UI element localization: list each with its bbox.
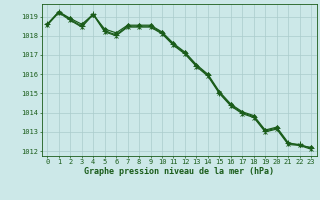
X-axis label: Graphe pression niveau de la mer (hPa): Graphe pression niveau de la mer (hPa): [84, 167, 274, 176]
